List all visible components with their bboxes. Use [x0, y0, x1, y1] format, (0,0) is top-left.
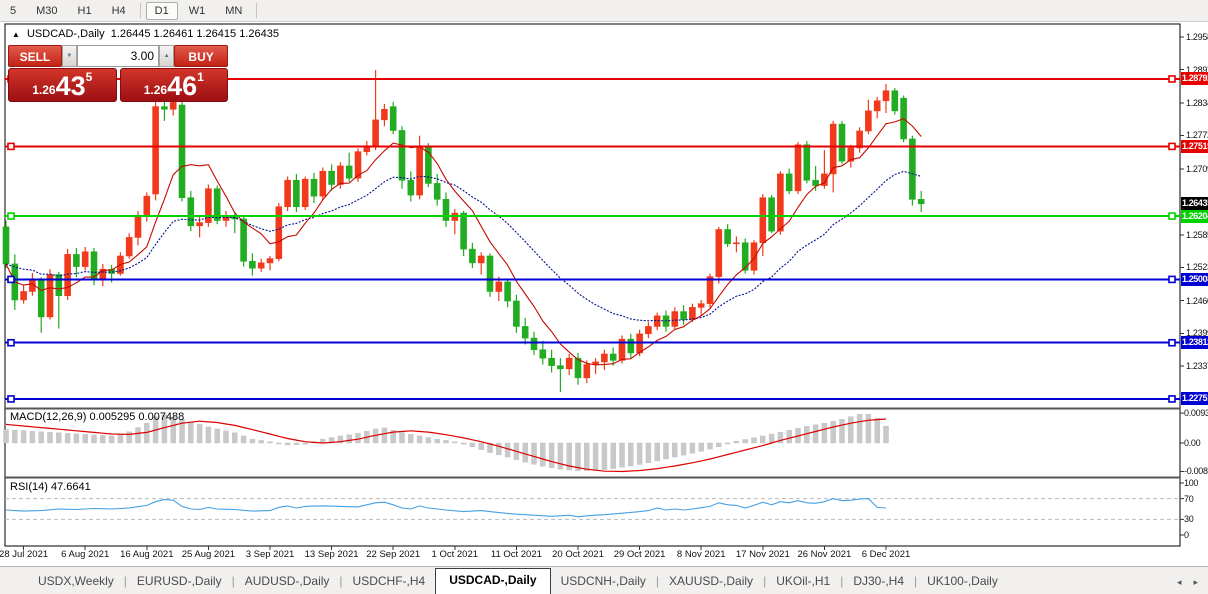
timeframe-button-h1[interactable]: H1 [77, 4, 92, 17]
sell-price-sup: 5 [85, 70, 93, 84]
timeframe-toolbar: 5 M30 H1 H4 D1 W1 MN [0, 0, 1208, 22]
symbol-ohlc-values: 1.26445 1.26461 1.26415 1.26435 [110, 28, 279, 40]
tab-eurusd-daily[interactable]: EURUSD-,Daily [136, 574, 222, 588]
buy-price-sup: 1 [197, 70, 204, 84]
sell-price-big: 43 [55, 71, 86, 101]
date-label: 28 Jul 2021 [0, 549, 49, 560]
tab-usdchf-h4[interactable]: USDCHF-,H4 [352, 574, 426, 588]
tab-separator: | [914, 574, 918, 588]
macd-axis-label: -0.008902 [1184, 466, 1208, 477]
tab-scroll-left-icon[interactable]: ◂ [1176, 577, 1182, 587]
price-axis-label: 1.24605 [1186, 295, 1208, 306]
price-tag-1.27519[interactable]: 1.27519 [1181, 139, 1208, 153]
timeframe-button-d1[interactable]: D1 [145, 1, 178, 20]
macd-axis-label: 0.009345 [1184, 408, 1208, 419]
date-label: 11 Oct 2021 [490, 549, 542, 560]
date-label: 8 Nov 2021 [676, 549, 726, 560]
tab-uk100-daily[interactable]: UK100-,Daily [927, 574, 998, 588]
buy-price-big: 46 [167, 71, 198, 101]
timeframe-button-m30[interactable]: M30 [36, 4, 58, 17]
price-tag-1.25008[interactable]: 1.25008 [1181, 272, 1208, 286]
tab-scroll-arrows: ◂ ▸ [1171, 577, 1204, 588]
date-label: 25 Aug 2021 [181, 549, 236, 560]
tab-separator: | [339, 574, 343, 588]
date-label: 3 Sep 2021 [245, 549, 295, 560]
date-label: 1 Oct 2021 [431, 549, 479, 560]
buy-price-prefix: 1.26 [143, 83, 168, 97]
timeframe-button-5[interactable]: 5 [10, 4, 17, 17]
collapse-triangle-icon[interactable]: ▲ [12, 30, 20, 39]
date-label: 16 Aug 2021 [120, 549, 174, 560]
tab-separator: | [763, 574, 767, 588]
tab-usdcnh-daily[interactable]: USDCNH-,Daily [560, 574, 646, 588]
date-label: 22 Sep 2021 [366, 549, 421, 560]
price-axis-label: 1.27725 [1186, 130, 1208, 141]
toolbar-separator [139, 3, 141, 18]
macd-axis-label: 0.00 [1184, 438, 1201, 448]
volume-increase-button[interactable]: ▲ [159, 45, 175, 67]
timeframe-button-w1[interactable]: W1 [188, 4, 206, 17]
macd-indicator-label: MACD(12,26,9) 0.005295 0.007488 [10, 411, 185, 423]
tab-ukoil-h1[interactable]: UKOil-,H1 [776, 574, 831, 588]
timeframe-button-h4[interactable]: H4 [111, 4, 126, 17]
tab-separator: | [123, 574, 127, 588]
volume-input[interactable] [77, 45, 159, 67]
date-label: 26 Nov 2021 [797, 549, 852, 560]
tab-separator: | [231, 574, 235, 588]
date-label: 13 Sep 2021 [304, 549, 359, 560]
symbol-name: USDCAD-,Daily [26, 28, 105, 40]
price-axis-label: 1.25235 [1186, 262, 1208, 273]
price-axis-label: 1.23375 [1186, 360, 1208, 371]
date-label: 6 Dec 2021 [861, 549, 911, 560]
price-axis-label: 1.28340 [1186, 97, 1208, 108]
price-axis-label: 1.29585 [1186, 31, 1208, 42]
tab-usdx-weekly[interactable]: USDX,Weekly [38, 574, 114, 588]
rsi-axis-label: 100 [1184, 478, 1199, 488]
price-tag-1.28792[interactable]: 1.28792 [1181, 72, 1208, 86]
tab-scroll-right-icon[interactable]: ▸ [1193, 577, 1198, 587]
volume-decrease-button[interactable]: ▼ [61, 45, 77, 67]
tab-dj30-h4[interactable]: DJ30-,H4 [853, 574, 905, 588]
tab-usdcad-daily[interactable]: USDCAD-,Daily [435, 568, 551, 594]
tab-xauusd-daily[interactable]: XAUUSD-,Daily [669, 574, 754, 588]
price-axis-label: 1.25850 [1186, 229, 1208, 240]
tab-separator: | [840, 574, 844, 588]
one-click-trade-widget: SELL ▼ ▲ BUY 1.26435 1.26461 [8, 45, 228, 102]
chart-tab-bar: USDX,Weekly | EURUSD-,Daily | AUDUSD-,Daily |… [0, 566, 1208, 594]
buy-button[interactable]: BUY [174, 45, 228, 67]
current-price-tag: 1.26435 [1181, 197, 1208, 211]
buy-price-box[interactable]: 1.26 46 1 [119, 68, 228, 102]
date-label: 17 Nov 2021 [735, 549, 790, 560]
timeframe-button-mn[interactable]: MN [225, 4, 243, 17]
rsi-indicator-label: RSI(14) 47.6641 [10, 481, 91, 493]
rsi-axis-label: 70 [1184, 493, 1194, 504]
price-axis-label: 1.23990 [1186, 328, 1208, 339]
price-tag-1.26204[interactable]: 1.26204 [1181, 209, 1208, 223]
rsi-axis-label: 0 [1184, 530, 1189, 540]
price-axis-label: 1.27095 [1186, 163, 1208, 174]
sell-price-box[interactable]: 1.26 43 5 [8, 68, 117, 102]
tab-separator: | [655, 574, 660, 588]
date-label: 6 Aug 2021 [61, 549, 110, 560]
date-label: 29 Oct 2021 [613, 549, 666, 560]
tab-audusd-daily[interactable]: AUDUSD-,Daily [244, 574, 330, 588]
price-tag-1.23812[interactable]: 1.23812 [1181, 336, 1208, 350]
date-label: 20 Oct 2021 [552, 549, 604, 560]
price-axis-label: 1.28970 [1186, 64, 1208, 75]
rsi-axis-label: 30 [1184, 514, 1194, 525]
sell-button[interactable]: SELL [8, 45, 62, 67]
toolbar-separator [256, 3, 258, 18]
chart-symbol-header: ▲ USDCAD-,Daily 1.26445 1.26461 1.26415 … [12, 28, 279, 40]
sell-price-prefix: 1.26 [32, 83, 56, 97]
